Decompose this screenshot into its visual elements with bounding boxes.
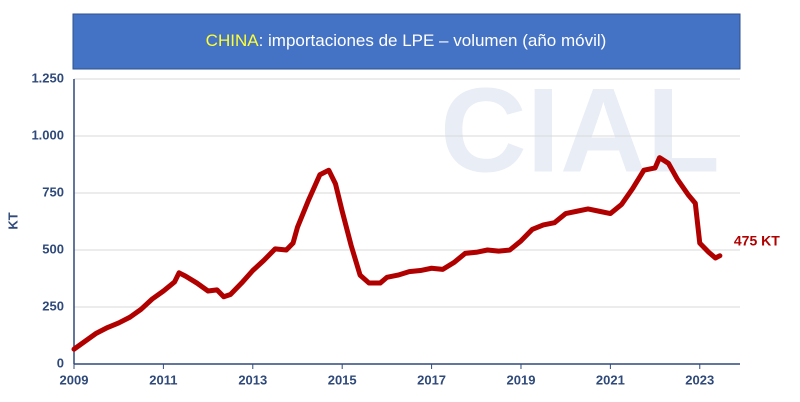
x-tick-label: 2017 <box>417 372 446 387</box>
title-box <box>72 13 741 70</box>
x-tick-label: 2015 <box>328 372 357 387</box>
title-highlight: CHINA <box>206 31 260 50</box>
x-tick-label: 2011 <box>149 372 177 387</box>
y-tick-label: 1.000 <box>31 127 64 142</box>
data-line <box>71 155 723 352</box>
title-text: : importaciones de LPE – volumen (año mó… <box>259 31 607 50</box>
x-tick-label: 2019 <box>507 372 536 387</box>
x-tick-label: 2013 <box>238 372 267 387</box>
x-tick-label: 2021 <box>596 372 625 387</box>
y-tick-label: 500 <box>42 241 64 256</box>
end-label: 475 KT <box>734 232 780 248</box>
y-axis-label: KT <box>5 212 20 229</box>
y-tick-label: 0 <box>57 355 64 370</box>
x-tick-label: 2009 <box>60 372 89 387</box>
y-tick-label: 750 <box>42 184 64 199</box>
y-tick-label: 1.250 <box>31 70 64 85</box>
chart-title: CHINA: importaciones de LPE – volumen (a… <box>206 31 607 50</box>
y-tick-label: 250 <box>42 298 64 313</box>
x-tick-label: 2023 <box>685 372 714 387</box>
